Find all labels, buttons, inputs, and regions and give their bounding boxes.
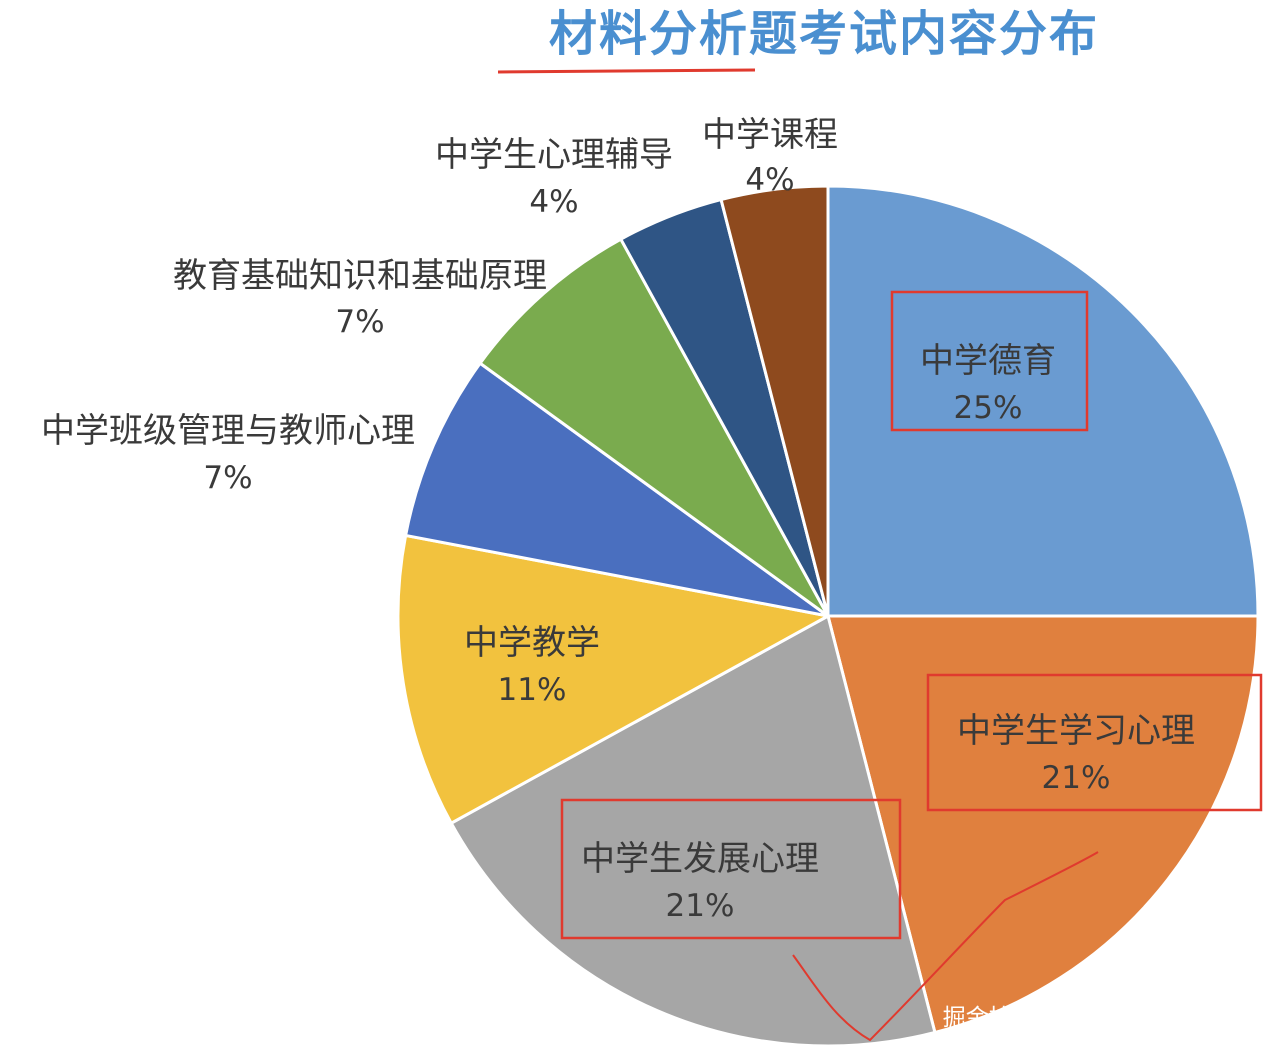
- pie-slice-2: [826, 614, 1260, 1035]
- highlight-box: [926, 673, 1263, 812]
- slice-label-percent: 11%: [498, 672, 567, 708]
- slice-label-name: 中学生学习心理: [957, 711, 1195, 751]
- highlight-box: [890, 290, 1089, 432]
- slice-label-name: 中学生发展心理: [581, 839, 819, 879]
- slice-label-name: 中学班级管理与教师心理: [41, 411, 415, 451]
- slice-label-name: 中学课程: [702, 115, 838, 155]
- pie-slices: [396, 184, 1260, 1048]
- slice-label-percent: 21%: [1042, 760, 1111, 796]
- pie-slice-1: [826, 184, 1260, 618]
- title-underline: [497, 68, 756, 74]
- slice-label-name: 教育基础知识和基础原理: [173, 256, 547, 296]
- slice-label-percent: 25%: [954, 390, 1023, 426]
- pie-slice-5: [403, 361, 829, 618]
- slice-label-percent: 4%: [529, 184, 578, 220]
- slice-label-percent: 4%: [745, 162, 794, 198]
- chart-title: 材料分析题考试内容分布: [549, 6, 1099, 62]
- slice-labels: 中学德育 25% 中学生学习心理 21% 中学生发展心理 21% 中学教学 11% 中学班级管理…: [41, 115, 1195, 924]
- slice-label-percent: 21%: [666, 888, 735, 924]
- slice-label-name: 中学生心理辅导: [435, 135, 673, 175]
- handwritten-checkmark: [792, 851, 1099, 1042]
- highlight-boxes: [560, 290, 1263, 940]
- slice-label-percent: 7%: [203, 460, 252, 496]
- slice-label-name: 中学教学: [464, 623, 600, 663]
- slice-label-percent: 7%: [335, 304, 384, 340]
- pie-slice-6: [478, 237, 830, 618]
- pie-slice-4: [396, 533, 833, 826]
- watermark-text: 掘金技术社区 @ 阴谋与酒瓶: [943, 1005, 1234, 1031]
- slice-label-name: 中学德育: [920, 341, 1056, 381]
- pie-slice-8: [719, 184, 830, 617]
- highlight-box: [560, 798, 902, 940]
